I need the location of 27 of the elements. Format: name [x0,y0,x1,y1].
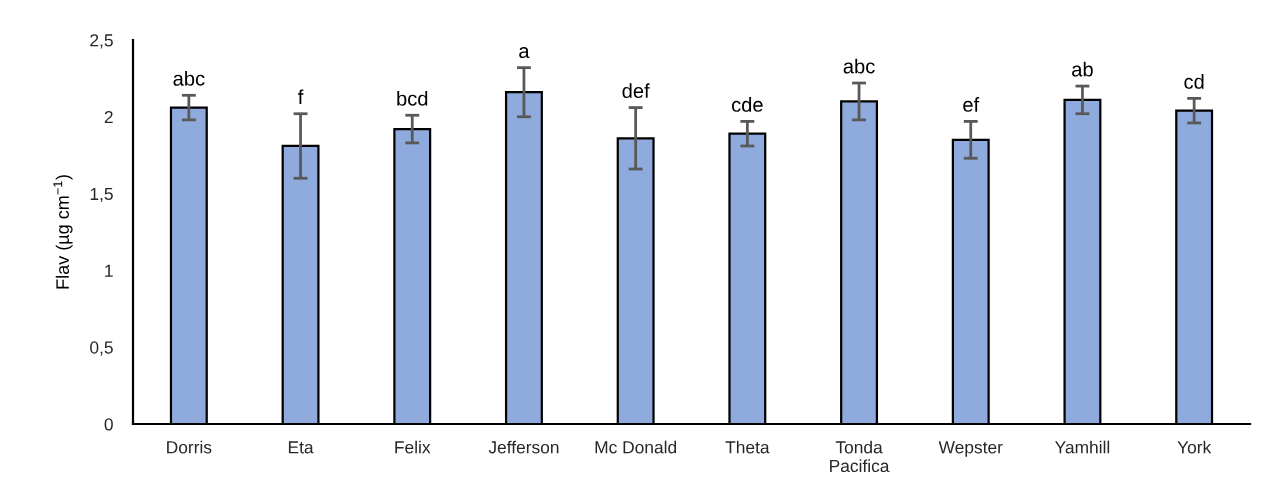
annotation: cd [1184,74,1204,89]
x-tick-label: York [1177,440,1212,454]
annotation: cde [731,97,763,112]
x-tick-label: Felix [395,440,431,454]
x-tick-label: Jefferson [488,440,559,454]
x-tick-label: Theta [725,440,770,454]
x-tick-label: Wepster [938,441,1003,457]
x-tick-label: Dorris [167,440,212,454]
annotation: a [519,47,530,59]
annotation: abc [173,70,205,86]
y-tick-label: 2,5 [90,34,113,49]
y-tick-label: 2 [104,110,113,124]
y-tick-label: 1,5 [90,187,113,203]
annotation: ef [963,97,980,112]
annotation: ab [1072,61,1093,77]
x-tick-label: Yamhill [1055,440,1110,454]
y-axis-title: Flav (µg cm$^{−1}$) [53,175,73,289]
x-tick-label: Tonda Pacifica [830,440,890,473]
y-tick-label: 0,5 [90,341,113,356]
annotation: abc [843,58,875,74]
x-tick-label: Eta [288,441,314,454]
y-tick-label: 0 [104,418,113,431]
x-tick-label: Mc Donald [595,440,677,454]
annotation: bcd [397,90,428,106]
annotation: f [298,89,304,104]
y-tick-label: 1 [105,264,113,277]
annotation: def [622,83,650,99]
